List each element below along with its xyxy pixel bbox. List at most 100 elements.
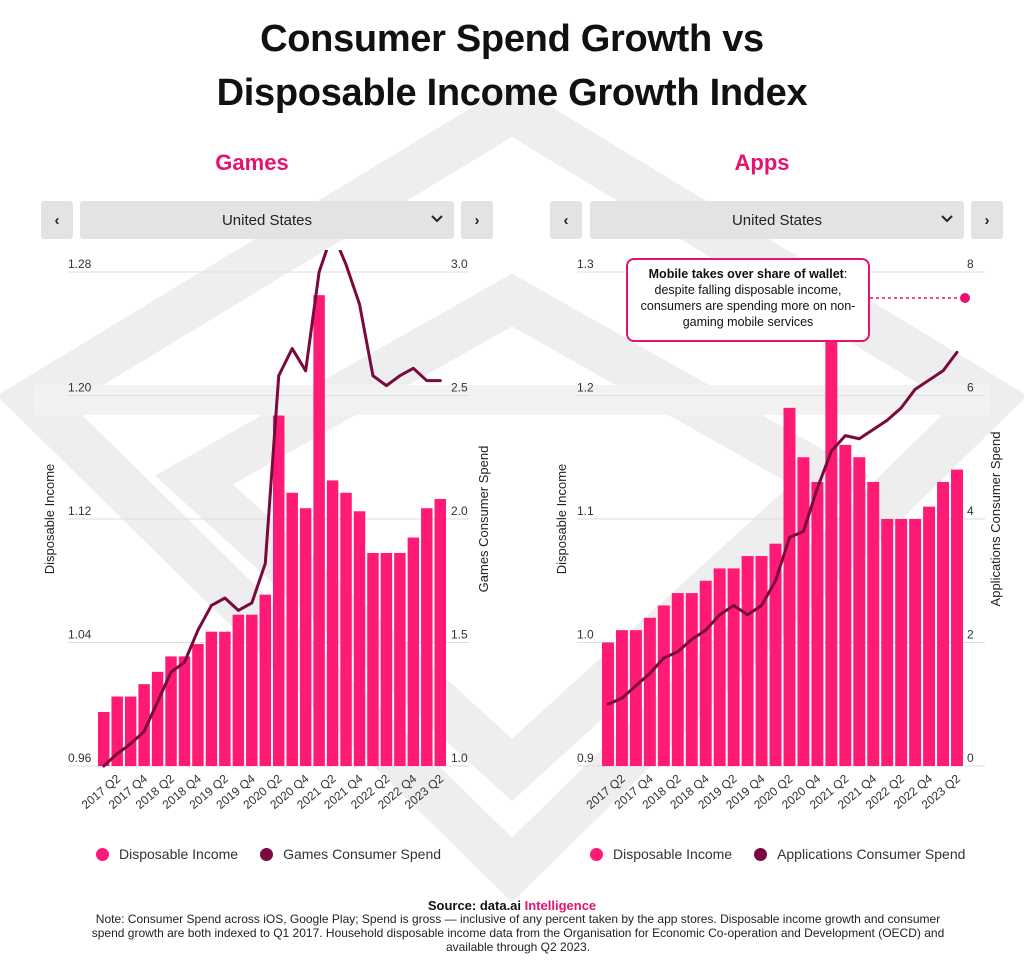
bar-2022-q3: [909, 519, 922, 766]
legend-swatch-bar: [590, 847, 603, 861]
right-axis-tick-label: 1.0: [451, 751, 468, 765]
left-axis-tick-label: 1.3: [577, 257, 594, 271]
bar-2019-q2: [727, 568, 740, 766]
bar-2019-q4: [246, 614, 258, 766]
legend-swatch-line: [754, 847, 768, 861]
left-axis-tick-label: 1.2: [577, 381, 594, 395]
bar-2019-q3: [741, 556, 754, 766]
bar-2018-q1: [657, 605, 670, 766]
right-axis-tick-label: 2.5: [451, 381, 468, 395]
left-axis-label: Disposable Income: [42, 464, 57, 575]
bar-2019-q1: [713, 568, 726, 766]
source-prefix: Source: data.ai: [427, 898, 525, 913]
right-axis-tick-label: 0: [967, 751, 974, 765]
chevron-right-icon: ›: [474, 211, 480, 229]
right-axis-tick-label: 1.5: [451, 628, 468, 642]
left-axis-tick-label: 0.9: [577, 751, 594, 765]
games-panel-title: Games: [215, 150, 289, 175]
apps-country-select[interactable]: United States: [590, 201, 964, 239]
bar-2021-q3: [853, 457, 866, 766]
apps-panel-title: Apps: [734, 150, 790, 175]
right-axis-tick-label: 2.0: [451, 504, 468, 518]
bar-2022-q1: [881, 519, 894, 766]
bar-2023-q1: [937, 481, 950, 766]
bar-2021-q2: [839, 444, 852, 766]
bar-2018-q3: [685, 593, 698, 766]
callout-bold-text: Mobile takes over share of wallet: [648, 267, 844, 281]
bar-2020-q3: [286, 492, 298, 766]
left-axis-tick-label: 1.1: [577, 504, 594, 518]
source-brand: Intelligence: [524, 898, 597, 913]
left-axis-tick-label: 1.04: [68, 628, 92, 642]
legend-item-games-spend: Games Consumer Spend: [283, 846, 442, 862]
left-axis-tick-label: 1.0: [577, 628, 594, 642]
bar-2017-q4: [138, 684, 150, 766]
bar-2023-q1: [421, 508, 433, 766]
callout-text: despite falling disposable income, consu…: [640, 283, 856, 329]
bar-2017-q3: [124, 696, 137, 766]
right-axis-tick-label: 3.0: [451, 257, 468, 271]
callout-annotation: Mobile takes over share of wallet: despi…: [626, 258, 870, 342]
bar-2020-q4: [811, 481, 824, 766]
right-axis-tick-label: 8: [967, 257, 974, 271]
bar-2020-q3: [797, 457, 810, 766]
page-title: Consumer Spend Growth vs Disposable Inco…: [0, 12, 1024, 120]
bar-2018-q2: [671, 593, 684, 766]
bar-2018-q1: [151, 671, 164, 766]
source-text: Source: data.ai Intelligence: [0, 898, 1024, 913]
right-axis-label: Games Consumer Spend: [476, 446, 491, 593]
bar-2023-q2: [434, 498, 446, 766]
bar-2017-q3: [629, 630, 642, 766]
left-axis-tick-label: 1.28: [68, 257, 92, 271]
chevron-right-icon: ›: [984, 211, 990, 229]
bar-2022-q4: [407, 537, 420, 766]
bar-2020-q2: [783, 407, 796, 766]
bar-2021-q4: [353, 511, 366, 766]
bar-2022-q2: [895, 519, 908, 766]
spend-line: [606, 350, 959, 706]
bar-2018-q2: [165, 656, 177, 766]
bar-2021-q1: [825, 309, 838, 766]
spend-line: [102, 250, 442, 768]
bar-2022-q3: [394, 552, 406, 766]
footnote: Note: Consumer Spend across iOS, Google …: [91, 912, 945, 954]
bar-2021-q1: [313, 295, 325, 766]
page-title-line-1: Consumer Spend Growth vs: [260, 18, 764, 60]
games-next-button[interactable]: ›: [461, 201, 493, 239]
right-axis-tick-label: 4: [967, 504, 974, 518]
bar-2018-q4: [699, 580, 712, 766]
right-axis-tick-label: 6: [967, 381, 974, 395]
legend-item-disposable-income: Disposable Income: [119, 846, 239, 862]
bar-2019-q1: [205, 631, 218, 766]
apps-next-button[interactable]: ›: [971, 201, 1003, 239]
bar-2022-q2: [380, 552, 393, 766]
right-axis-label: Applications Consumer Spend: [988, 432, 1003, 607]
bar-2018-q4: [192, 644, 204, 766]
bar-2023-q2: [951, 469, 963, 766]
bar-2019-q4: [755, 556, 768, 766]
bar-2017-q4: [643, 617, 656, 766]
bar-2021-q2: [326, 480, 339, 766]
bar-2022-q4: [923, 506, 936, 766]
legend-swatch-bar: [96, 847, 109, 861]
bar-2020-q4: [299, 508, 312, 766]
chevron-left-icon: ‹: [54, 211, 60, 229]
bar-2017-q1: [98, 711, 110, 766]
bar-2022-q1: [367, 552, 379, 766]
page-title-line-2: Disposable Income Growth Index: [216, 72, 808, 114]
callout-connector: [870, 293, 970, 303]
games-country-select[interactable]: United States: [80, 201, 454, 239]
games-prev-button[interactable]: ‹: [41, 201, 73, 239]
apps-chart: 1.3 1.2 1.1 1.0 0.9 8 6 4 2 0 Disposable Income App…: [554, 257, 1003, 812]
games-legend: Disposable Income Games Consumer Spend: [96, 846, 441, 862]
games-country-value: United States: [221, 211, 313, 229]
legend-swatch-line: [260, 847, 274, 861]
apps-prev-button[interactable]: ‹: [550, 201, 582, 239]
left-axis-tick-label: 0.96: [68, 751, 92, 765]
bar-2020-q1: [259, 594, 271, 766]
bar-2020-q2: [273, 415, 285, 766]
legend-item-disposable-income: Disposable Income: [613, 846, 733, 862]
bar-2021-q4: [867, 481, 880, 766]
right-axis-tick-label: 2: [967, 628, 974, 642]
left-axis-label: Disposable Income: [554, 464, 569, 575]
